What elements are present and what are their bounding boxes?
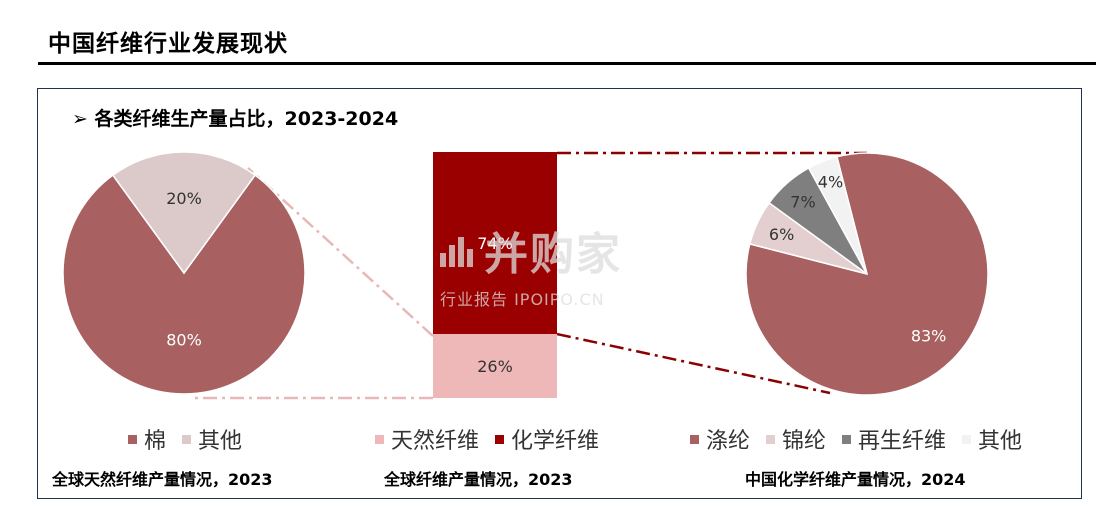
chart-frame	[37, 88, 1082, 499]
legend-swatch-cotton	[128, 434, 137, 444]
legend-item-other-natural: 其他	[182, 423, 242, 455]
natural-fiber-pie: 80% 20%	[62, 151, 306, 395]
legend-pie1: 棉 其他	[128, 423, 242, 455]
connector-natural-top	[247, 167, 434, 337]
caption-bar: 全球纤维产量情况，2023	[384, 470, 573, 489]
caption-pie2: 中国化学纤维产量情况，2024	[745, 470, 966, 489]
bar-segment-1	[433, 152, 557, 334]
pie2-label-0: 83%	[911, 327, 947, 346]
pie2-slice-3	[807, 155, 868, 275]
bar-label-0: 26%	[477, 357, 513, 376]
legend-item-recycled: 再生纤维	[842, 423, 946, 455]
pie1-slice-1	[111, 151, 257, 275]
legend-swatch-polyester	[690, 434, 699, 444]
legend-item-cotton: 棉	[128, 423, 166, 455]
pie1-slice-0	[62, 174, 306, 395]
legend-bar: 天然纤维 化学纤维	[375, 423, 599, 455]
section-heading: ➢ 各类纤维生产量占比，2023-2024	[72, 108, 399, 130]
legend-label-nylon: 锦纶	[782, 429, 827, 454]
connector-lines	[190, 151, 867, 400]
bar-segment-0	[433, 334, 557, 398]
legend-swatch-recycled	[842, 434, 852, 444]
pie2-label-1: 6%	[769, 225, 794, 244]
legend-pie2: 涤纶 锦纶 再生纤维 其他	[690, 423, 1022, 455]
legend-label-cotton: 棉	[144, 429, 167, 454]
legend-swatch-natural-fiber	[375, 434, 384, 444]
page-title: 中国纤维行业发展现状	[48, 31, 288, 57]
legend-label-chemical-fiber: 化学纤维	[511, 429, 600, 454]
title-rule	[38, 62, 1096, 65]
legend-swatch-other-chemical	[962, 434, 972, 444]
legend-item-other-chemical: 其他	[962, 423, 1022, 455]
legend-swatch-other-natural	[182, 434, 192, 444]
pie2-label-3: 4%	[818, 173, 843, 192]
legend-item-nylon: 锦纶	[766, 423, 826, 455]
global-fiber-stacked-bar: 26% 74%	[433, 152, 557, 398]
bar-label-1: 74%	[477, 234, 513, 253]
chemical-fiber-pie: 83% 6% 7%4%	[745, 152, 989, 396]
legend-item-natural-fiber: 天然纤维	[375, 423, 479, 455]
legend-label-polyester: 涤纶	[706, 429, 751, 454]
pie1-label-0: 80%	[166, 331, 202, 350]
legend-label-other-natural: 其他	[198, 429, 243, 454]
legend-label-natural-fiber: 天然纤维	[391, 429, 480, 454]
pie1-label-1: 20%	[166, 189, 202, 208]
legend-item-polyester: 涤纶	[690, 423, 750, 455]
legend-swatch-nylon	[766, 434, 776, 444]
connector-chemical-bottom	[556, 332, 831, 395]
legend-label-recycled: 再生纤维	[858, 429, 947, 454]
caption-pie1: 全球天然纤维产量情况，2023	[52, 470, 273, 489]
pie2-label-2: 7%	[790, 192, 815, 211]
legend-item-chemical-fiber: 化学纤维	[495, 423, 599, 455]
legend-label-other-chemical: 其他	[978, 429, 1023, 454]
legend-swatch-chemical-fiber	[495, 434, 505, 444]
